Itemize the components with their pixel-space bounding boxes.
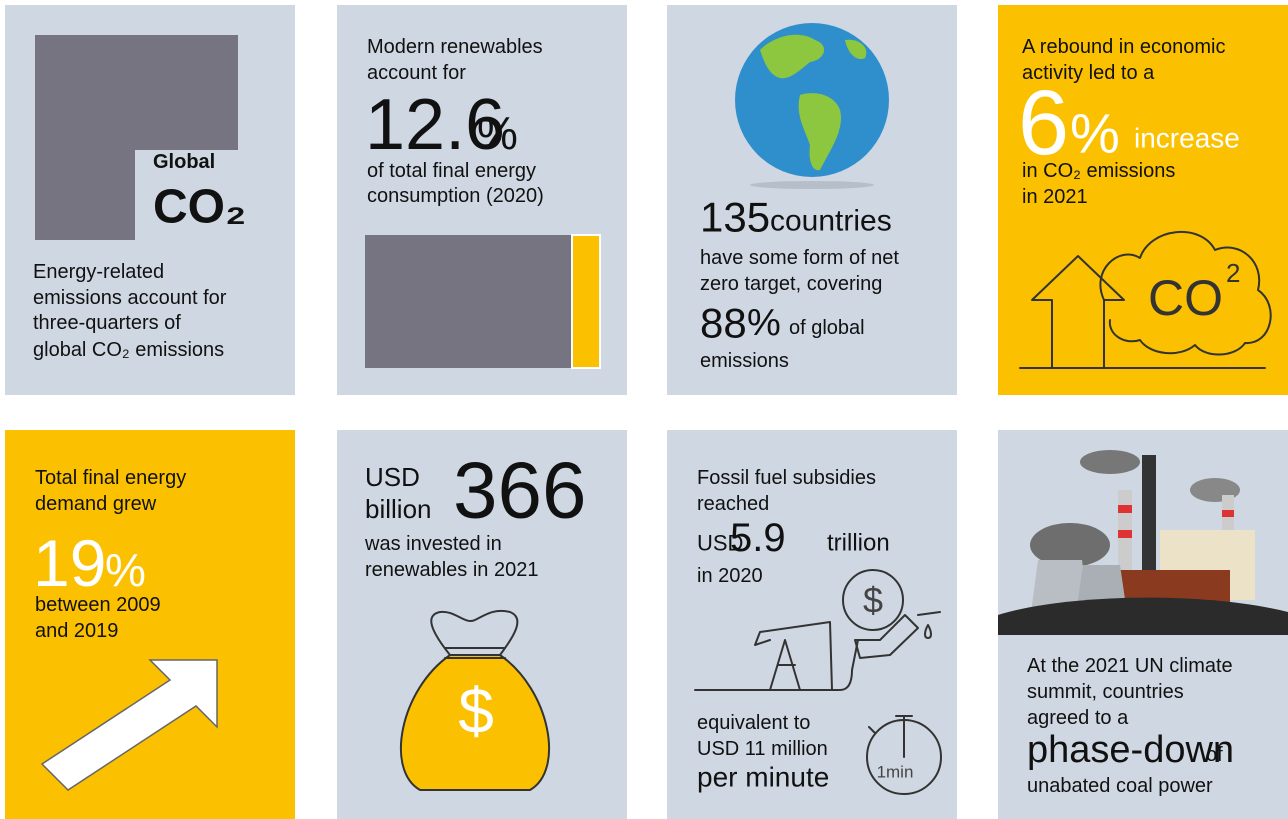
- card-text: Global: [153, 151, 215, 173]
- card-text: zero target, covering: [700, 273, 882, 295]
- card-text: CO: [1148, 270, 1223, 326]
- card-text: %: [747, 302, 781, 344]
- card-text: equivalent to: [697, 712, 810, 734]
- card-text: 6: [1018, 72, 1069, 174]
- card-text: %: [1070, 102, 1120, 165]
- card-text: Energy-related: [33, 261, 164, 283]
- card-text: unabated coal power: [1027, 775, 1213, 797]
- card-text: in 2020: [697, 565, 763, 587]
- infographic: Global CO₂ Energy-related emissions account…: [0, 0, 1288, 819]
- card-text: A rebound in economic: [1022, 36, 1225, 58]
- coal-plant-image: [998, 430, 1288, 635]
- card-text: between 2009: [35, 594, 161, 616]
- card-text: demand grew: [35, 493, 157, 515]
- card-text: %: [105, 544, 146, 596]
- card-text: USD: [365, 462, 420, 492]
- card-text: agreed to a: [1027, 707, 1129, 729]
- card-text: increase: [1134, 123, 1240, 154]
- card-text: global CO₂ emissions: [33, 339, 224, 361]
- card-text: Total final energy: [35, 467, 186, 489]
- card-text: emissions account for: [33, 287, 227, 309]
- card-text: of total final energy: [367, 160, 536, 182]
- card-text: consumption (2020): [367, 185, 544, 207]
- card-text: Fossil fuel subsidies: [697, 467, 876, 489]
- card-text: in 2021: [1022, 186, 1088, 208]
- card-text: account for: [367, 62, 466, 84]
- card-text: phase-down: [1027, 729, 1234, 771]
- card-text: 5.9: [730, 516, 786, 560]
- card-text: CO₂: [153, 181, 246, 234]
- card-text: $: [458, 675, 494, 747]
- card-text: 2: [1226, 258, 1240, 288]
- card-text: was invested in: [364, 533, 502, 555]
- card-text: 135: [700, 194, 770, 241]
- renewables-bar: [365, 235, 600, 368]
- card-text: per minute: [697, 762, 829, 793]
- card-text: in CO₂ emissions: [1022, 160, 1175, 182]
- card-text: USD 11 million: [697, 738, 828, 760]
- card-text: of: [1206, 744, 1223, 766]
- card-text: Modern renewables: [367, 36, 543, 58]
- card-text: 88: [700, 300, 747, 347]
- card-text: three-quarters of: [33, 312, 181, 334]
- card-text: 19: [33, 526, 106, 600]
- card-text: reached: [697, 493, 769, 515]
- card-text: countries: [770, 205, 892, 238]
- card-text: %: [477, 107, 518, 159]
- card-text: have some form of net: [700, 247, 899, 269]
- card-text: summit, countries: [1027, 681, 1184, 703]
- card-text: billion: [365, 494, 432, 524]
- card-text: $: [863, 580, 883, 621]
- card-text: emissions: [700, 350, 789, 372]
- card-text: of global: [789, 317, 865, 339]
- card-text: and 2019: [35, 620, 118, 642]
- card-text: 1min: [877, 763, 914, 782]
- card-text: At the 2021 UN climate: [1027, 655, 1233, 677]
- card-text: renewables in 2021: [365, 559, 538, 581]
- card-text: trillion: [827, 530, 890, 557]
- card-text: 366: [453, 446, 586, 535]
